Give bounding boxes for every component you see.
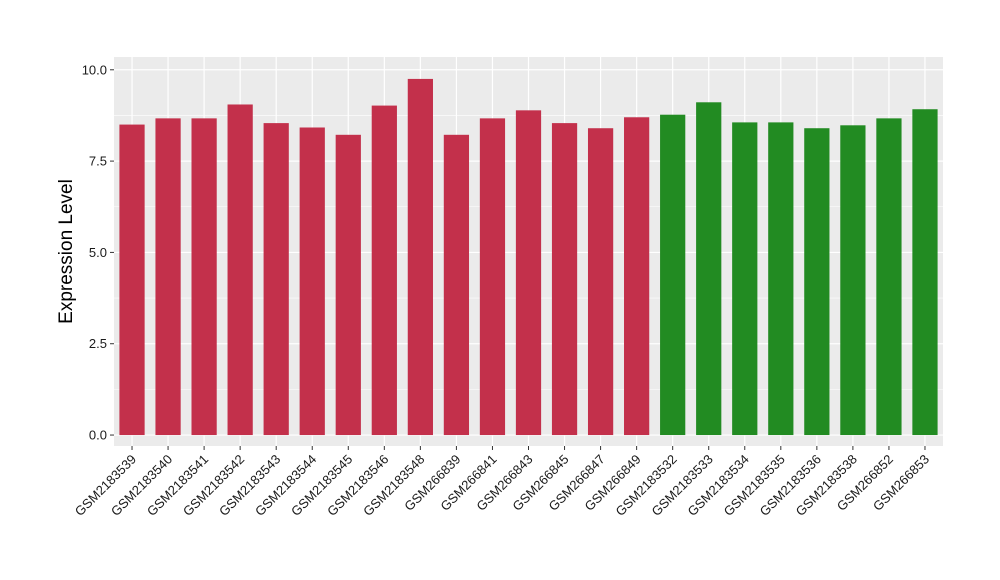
- bar-GSM2183541: [191, 118, 217, 436]
- bar-GSM266843: [515, 110, 542, 436]
- y-tick-label: 7.5: [89, 154, 107, 169]
- bar-GSM2183540: [155, 118, 181, 436]
- bar-GSM2183534: [732, 122, 758, 436]
- bar-GSM2183544: [299, 127, 325, 436]
- bar-GSM266847: [587, 128, 614, 436]
- bar-GSM266852: [876, 118, 902, 436]
- y-tick-label: 0.0: [89, 428, 107, 443]
- bar-GSM266845: [551, 123, 578, 436]
- bar-GSM2183545: [335, 134, 361, 436]
- y-tick-label: 10.0: [82, 62, 107, 77]
- bar-GSM2183535: [768, 122, 794, 436]
- bar-GSM2183538: [840, 125, 866, 436]
- bar-GSM266849: [624, 117, 650, 436]
- bar-GSM2183543: [263, 123, 289, 436]
- bars: [119, 78, 938, 436]
- bar-GSM2183542: [227, 104, 253, 436]
- bar-GSM2183546: [371, 105, 397, 436]
- bar-GSM2183539: [119, 124, 145, 436]
- x-tick-label: GSM2183539: [72, 452, 139, 519]
- bar-GSM266839: [443, 134, 470, 436]
- bar-GSM2183548: [407, 78, 433, 436]
- bar-GSM2183532: [660, 114, 686, 436]
- bar-GSM266853: [912, 109, 938, 436]
- bar-GSM2183536: [804, 128, 830, 436]
- bar-GSM2183533: [696, 102, 722, 436]
- x-axis: GSM2183539GSM2183540GSM2183541GSM2183542…: [72, 446, 932, 519]
- y-axis: 0.0 2.5 5.0 7.5 10.0: [82, 62, 114, 443]
- y-tick-label: 5.0: [89, 245, 107, 260]
- bar-GSM266841: [479, 118, 506, 436]
- y-axis-title: Expression Level: [56, 179, 77, 324]
- y-tick-label: 2.5: [89, 336, 107, 351]
